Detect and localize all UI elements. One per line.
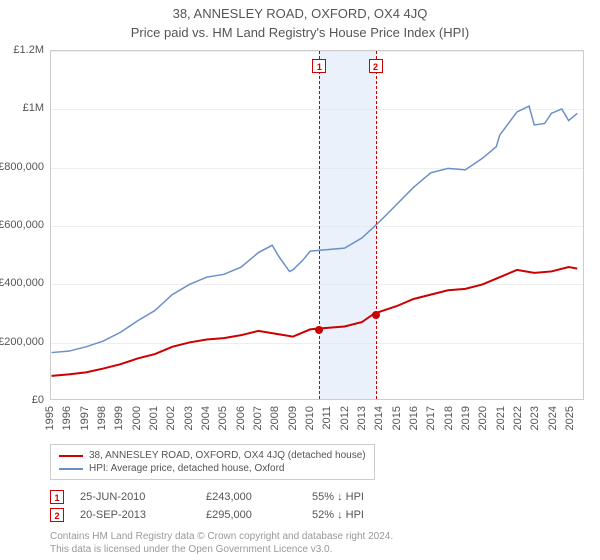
legend-label: 38, ANNESLEY ROAD, OXFORD, OX4 4JQ (deta… — [89, 450, 366, 461]
x-tick-label: 2021 — [495, 406, 507, 430]
y-tick-label: £400,000 — [0, 277, 44, 289]
x-tick-label: 2023 — [529, 406, 541, 430]
y-tick-label: £0 — [32, 394, 44, 406]
footer-line-1: Contains HM Land Registry data © Crown c… — [50, 530, 393, 543]
sale-row-hpi: 55% ↓ HPI — [312, 491, 412, 503]
x-tick-label: 2019 — [460, 406, 472, 430]
x-tick-label: 2025 — [564, 406, 576, 430]
sale-marker-dot — [372, 311, 380, 319]
x-tick-label: 2007 — [252, 406, 264, 430]
legend-swatch — [59, 455, 83, 457]
y-tick-label: £600,000 — [0, 219, 44, 231]
sale-row: 2 20-SEP-2013 £295,000 52% ↓ HPI — [50, 506, 412, 524]
y-tick-label: £1M — [23, 102, 44, 114]
sale-marker-label: 1 — [312, 59, 326, 73]
x-tick-label: 2014 — [373, 406, 385, 430]
y-tick-label: £1.2M — [13, 44, 44, 56]
legend-label: HPI: Average price, detached house, Oxfo… — [89, 463, 285, 474]
x-tick-label: 2015 — [391, 406, 403, 430]
x-tick-label: 2005 — [217, 406, 229, 430]
x-tick-label: 2009 — [287, 406, 299, 430]
series-line — [52, 106, 578, 352]
x-tick-label: 2012 — [339, 406, 351, 430]
sale-row-date: 25-JUN-2010 — [80, 491, 190, 503]
chart-lines — [51, 51, 583, 399]
x-tick-label: 1996 — [61, 406, 73, 430]
sale-marker-line — [376, 51, 377, 399]
title-main: 38, ANNESLEY ROAD, OXFORD, OX4 4JQ — [0, 0, 600, 21]
y-tick-label: £800,000 — [0, 161, 44, 173]
x-tick-label: 2004 — [200, 406, 212, 430]
sale-row-hpi: 52% ↓ HPI — [312, 509, 412, 521]
x-tick-label: 2017 — [425, 406, 437, 430]
x-tick-label: 2018 — [443, 406, 455, 430]
sale-row-marker: 1 — [50, 490, 64, 504]
x-tick-label: 2008 — [269, 406, 281, 430]
sales-table: 1 25-JUN-2010 £243,000 55% ↓ HPI 2 20-SEP-201… — [50, 488, 412, 524]
sale-row: 1 25-JUN-2010 £243,000 55% ↓ HPI — [50, 488, 412, 506]
sale-marker-line — [319, 51, 320, 399]
legend: 38, ANNESLEY ROAD, OXFORD, OX4 4JQ (deta… — [50, 444, 375, 480]
y-tick-label: £200,000 — [0, 336, 44, 348]
y-axis: £0£200,000£400,000£600,000£800,000£1M£1.… — [0, 50, 48, 400]
x-tick-label: 2011 — [321, 406, 333, 430]
x-tick-label: 2006 — [235, 406, 247, 430]
title-sub: Price paid vs. HM Land Registry's House … — [0, 21, 600, 46]
x-tick-label: 2016 — [408, 406, 420, 430]
x-tick-label: 1995 — [44, 406, 56, 430]
x-tick-label: 2010 — [304, 406, 316, 430]
plot-area: 12 — [50, 50, 584, 400]
sale-marker-label: 2 — [369, 59, 383, 73]
x-tick-label: 2024 — [547, 406, 559, 430]
footer-line-2: This data is licensed under the Open Gov… — [50, 543, 393, 556]
x-tick-label: 2002 — [165, 406, 177, 430]
sale-row-price: £295,000 — [206, 509, 296, 521]
x-axis: 1995199619971998199920002001200220032004… — [50, 402, 584, 446]
x-tick-label: 1998 — [96, 406, 108, 430]
x-tick-label: 2000 — [131, 406, 143, 430]
sale-row-marker: 2 — [50, 508, 64, 522]
x-tick-label: 2003 — [183, 406, 195, 430]
legend-swatch — [59, 468, 83, 470]
sale-row-price: £243,000 — [206, 491, 296, 503]
x-tick-label: 1997 — [79, 406, 91, 430]
x-tick-label: 2020 — [477, 406, 489, 430]
x-tick-label: 2022 — [512, 406, 524, 430]
sale-row-date: 20-SEP-2013 — [80, 509, 190, 521]
chart-container: 38, ANNESLEY ROAD, OXFORD, OX4 4JQ Price… — [0, 0, 600, 560]
x-tick-label: 2001 — [148, 406, 160, 430]
series-line — [52, 267, 578, 376]
x-tick-label: 1999 — [113, 406, 125, 430]
x-tick-label: 2013 — [356, 406, 368, 430]
legend-item: HPI: Average price, detached house, Oxfo… — [59, 462, 366, 475]
legend-item: 38, ANNESLEY ROAD, OXFORD, OX4 4JQ (deta… — [59, 449, 366, 462]
footer: Contains HM Land Registry data © Crown c… — [50, 530, 393, 556]
